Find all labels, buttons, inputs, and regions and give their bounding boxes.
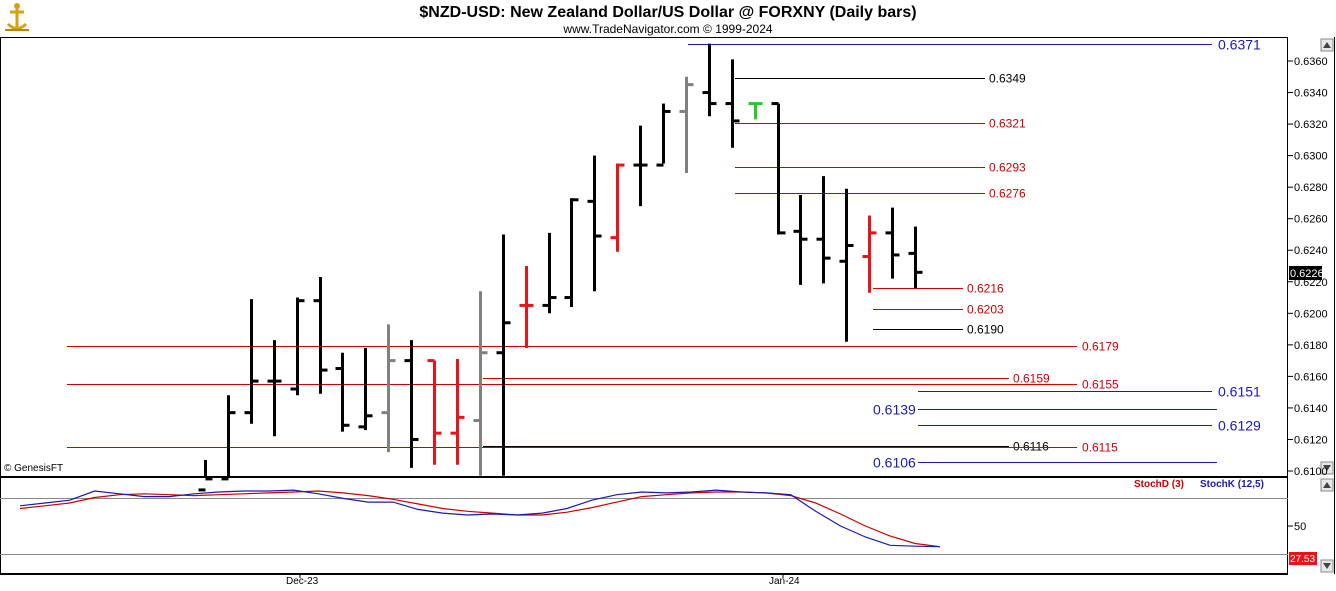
price-bar — [816, 176, 831, 284]
stochastic-panel: 50 — [0, 489, 1306, 555]
price-axis-label: 0.6340 — [1294, 88, 1328, 100]
price-bar — [267, 340, 282, 437]
price-bar — [793, 195, 808, 285]
price-bar — [519, 266, 534, 348]
price-bars — [198, 43, 923, 492]
stochd-line — [19, 490, 941, 548]
watermark: © GenesisFT — [4, 463, 63, 474]
price-bar — [198, 459, 213, 492]
level-label: 0.6321 — [989, 117, 1026, 131]
level-label: 0.6216 — [967, 282, 1004, 296]
legend-stochd: StochD (3) — [1134, 479, 1184, 490]
gold-anchor-logo-icon — [4, 3, 32, 33]
price-bar — [450, 359, 465, 465]
price-panel-frame — [0, 37, 1288, 477]
price-axis-label: 0.6360 — [1294, 56, 1328, 68]
price-bar — [885, 207, 900, 279]
price-bar — [587, 155, 602, 292]
level-label: 0.6349 — [989, 72, 1026, 86]
stoch-panel-frame — [0, 477, 1288, 574]
last-price-badge: 0.6226 — [1289, 266, 1324, 280]
price-bar — [473, 291, 488, 476]
price-bar — [725, 59, 740, 148]
last-price-value: 0.6226 — [1290, 268, 1324, 280]
price-bar — [244, 299, 259, 424]
price-bar — [656, 103, 671, 167]
stoch-scroll-up-icon[interactable] — [1320, 478, 1334, 492]
price-bar — [358, 348, 373, 430]
price-bar — [221, 395, 236, 481]
price-bar — [748, 102, 763, 120]
price-bar — [633, 125, 648, 207]
support-resistance-levels: 0.6371 0.6349 0.6321 0.6293 0.6276 0.6216 0.62… — [67, 37, 1261, 471]
price-bar — [908, 226, 923, 289]
price-axis: 0.6100 0.6120 0.6140 0.6160 0.6180 0.6200 0.62… — [1288, 56, 1328, 478]
price-bar — [542, 232, 557, 314]
price-bar — [290, 297, 305, 396]
price-bar — [381, 324, 396, 453]
scale-scroll-down-icon[interactable] — [1320, 461, 1334, 475]
price-axis-label: 0.6160 — [1294, 371, 1328, 383]
price-bar — [702, 43, 717, 117]
price-axis-label: 0.6100 — [1294, 466, 1328, 478]
price-bar — [771, 102, 786, 235]
level-label: 0.6116 — [1013, 440, 1049, 454]
stoch-last-value: 27.53 — [1290, 554, 1315, 565]
chart-subtitle: www.TradeNavigator.com © 1999-2024 — [562, 22, 772, 36]
price-bar — [839, 188, 854, 342]
price-axis-label: 0.6140 — [1294, 403, 1328, 415]
price-bar — [404, 340, 419, 468]
level-label: 0.6151 — [1218, 384, 1261, 400]
level-label: 0.6179 — [1082, 340, 1119, 354]
price-bar — [496, 234, 511, 476]
level-label: 0.6371 — [1218, 37, 1261, 53]
scale-scroll-up-icon[interactable] — [1320, 38, 1334, 52]
time-label-jan: Jan-24 — [769, 576, 800, 587]
stoch-scroll-down-icon[interactable] — [1320, 559, 1334, 573]
level-label: 0.6203 — [967, 303, 1004, 317]
level-label: 0.6139 — [873, 402, 916, 418]
price-bar — [679, 76, 694, 173]
level-label: 0.6276 — [989, 187, 1026, 201]
legend-stochk: StochK (12,5) — [1200, 479, 1264, 490]
price-bar — [862, 215, 877, 293]
price-bar — [335, 352, 350, 432]
price-axis-label: 0.6260 — [1294, 214, 1328, 226]
price-axis-label: 0.6240 — [1294, 245, 1328, 257]
stoch-last-value-badge: 27.53 — [1289, 552, 1317, 565]
level-label: 0.6293 — [989, 161, 1026, 175]
level-label: 0.6115 — [1082, 441, 1118, 455]
stochk-line — [19, 489, 941, 548]
level-label: 0.6159 — [1013, 372, 1050, 386]
price-axis-label: 0.6300 — [1294, 151, 1328, 163]
price-axis-label: 0.6320 — [1294, 119, 1328, 131]
time-label-dec: Dec-23 — [286, 576, 319, 587]
price-bar — [564, 198, 579, 307]
price-axis-label: 0.6120 — [1294, 434, 1328, 446]
price-axis-label: 0.6200 — [1294, 308, 1328, 320]
price-axis-label: 0.6280 — [1294, 182, 1328, 194]
price-bar — [427, 359, 442, 465]
price-bar — [313, 277, 328, 394]
level-label: 0.6155 — [1082, 378, 1119, 392]
level-label: 0.6106 — [873, 455, 916, 471]
price-axis-label: 0.6180 — [1294, 340, 1328, 352]
price-bar — [610, 163, 625, 252]
chart-title: $NZD-USD: New Zealand Dollar/US Dollar @… — [419, 4, 916, 21]
level-label: 0.6129 — [1218, 418, 1261, 434]
stoch-axis-label: 50 — [1294, 521, 1306, 533]
level-label: 0.6190 — [967, 323, 1004, 337]
